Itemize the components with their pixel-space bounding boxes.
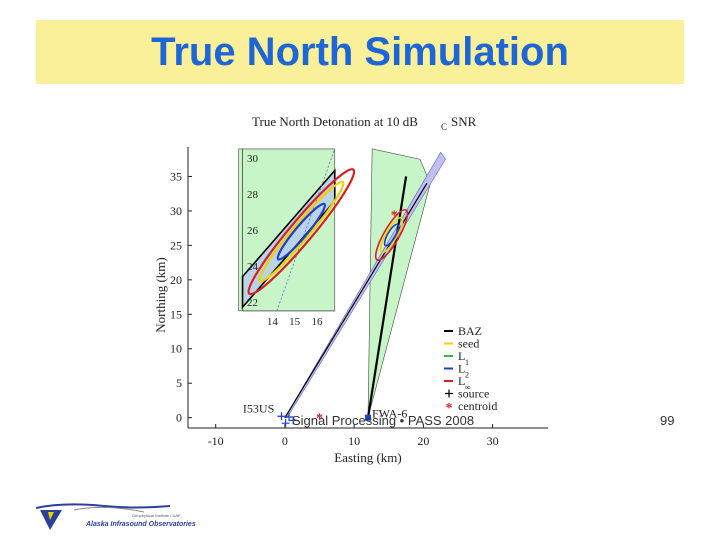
inset-ellipse	[276, 202, 327, 261]
inset-x-tick-label: 14	[267, 316, 279, 328]
y-tick-label: 10	[170, 342, 182, 356]
inset-y-tick-label: 28	[247, 189, 259, 201]
legend-label-subscript: 1	[465, 358, 469, 367]
source-marker	[277, 412, 286, 421]
logo-subtext: Geophysical Institute / UAF	[132, 513, 181, 518]
inset-ellipse	[258, 180, 345, 283]
y-tick-label: 15	[170, 307, 182, 321]
legend-label: centroid	[458, 399, 497, 413]
x-tick-label: 30	[487, 434, 499, 448]
centroid-marker: *	[391, 208, 398, 223]
baz-wedge-region	[367, 148, 431, 418]
inset-y-tick-label: 26	[247, 225, 259, 237]
inset-dotted-line	[276, 148, 336, 311]
logo: Alaska Infrasound Observatories Geophysi…	[34, 500, 196, 534]
x-tick-label: 0	[282, 434, 288, 448]
inset-x-tick-label: 16	[311, 316, 323, 328]
main-ellipse	[374, 209, 409, 262]
slide-title: True North Simulation	[151, 30, 569, 74]
logo-text: Alaska Infrasound Observatories	[86, 521, 196, 528]
main-ellipse	[379, 216, 404, 254]
logo-graphic	[35, 503, 171, 530]
source-marker	[281, 419, 290, 428]
y-tick-label: 30	[170, 204, 182, 218]
legend-label: BAZ	[458, 324, 482, 338]
footer-center: Signal Processing • PASS 2008	[292, 413, 475, 428]
x-axis-label: Easting (km)	[334, 450, 402, 465]
legend-label: L	[458, 362, 465, 376]
main-ellipse	[383, 223, 400, 247]
inset-y-tick-label: 24	[247, 261, 259, 273]
legend-label: seed	[458, 337, 479, 351]
y-tick-label: 20	[170, 273, 182, 287]
station-marker	[365, 414, 371, 421]
inset-ellipse	[247, 168, 356, 296]
source-marker	[289, 416, 298, 425]
legend-label: source	[458, 387, 489, 401]
baz-line	[366, 176, 408, 418]
source-marker	[285, 412, 294, 421]
chart-title: True North Detonation at 10 dB	[252, 114, 418, 129]
legend-swatch: *	[446, 401, 453, 416]
legend-label-subscript: 2	[465, 371, 469, 380]
x-tick-label: -10	[208, 434, 224, 448]
chart-title-end: SNR	[451, 114, 477, 129]
station-label: FWA-6	[372, 407, 407, 421]
centroid-marker: *	[316, 412, 323, 427]
page-number: 99	[660, 413, 675, 428]
y-tick-label: 5	[176, 376, 182, 390]
legend-label: L	[458, 349, 465, 363]
legend-label: L	[458, 374, 465, 388]
legend-swatch	[445, 389, 453, 398]
y-tick-label: 0	[176, 411, 182, 425]
inset-y-tick-label: 30	[247, 153, 259, 165]
y-axis-label: Northing (km)	[153, 257, 168, 332]
title-band: True North Simulation	[36, 20, 684, 84]
inset-x-tick-label: 15	[289, 316, 301, 328]
inset-y-tick-label: 22	[247, 297, 258, 309]
x-tick-label: 10	[348, 434, 360, 448]
legend-label-subscript: ∞	[465, 383, 471, 392]
station-label: I53US	[243, 402, 274, 416]
baz-line	[284, 183, 428, 418]
x-tick-label: 20	[417, 434, 429, 448]
y-tick-label: 35	[170, 169, 182, 183]
y-tick-label: 25	[170, 238, 182, 252]
chart-title-subscript: C	[441, 122, 447, 132]
